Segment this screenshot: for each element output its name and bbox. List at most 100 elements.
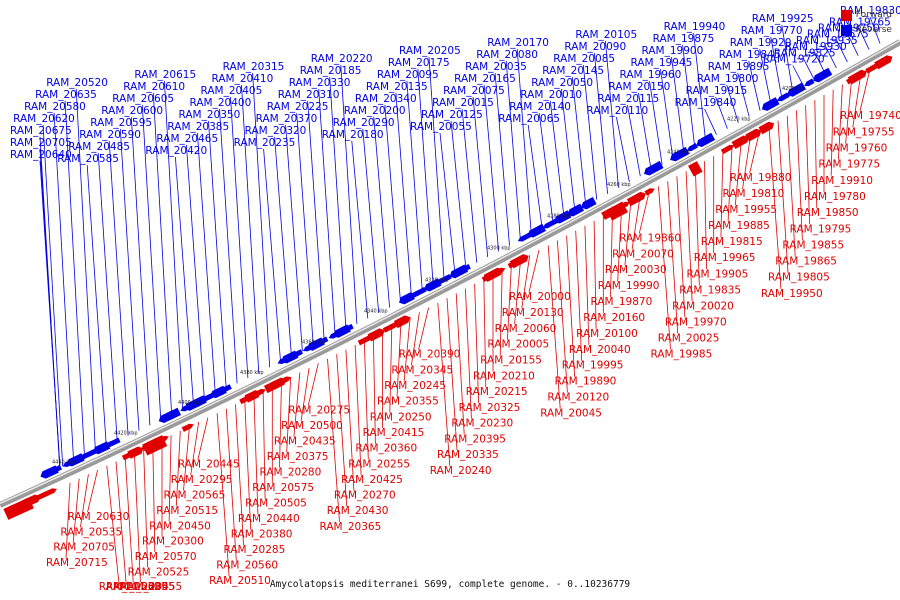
forward-gene[interactable] bbox=[127, 445, 145, 459]
forward-gene[interactable] bbox=[606, 201, 628, 221]
reverse-gene-label[interactable]: RAM_19920 bbox=[730, 37, 792, 49]
forward-gene-label[interactable]: RAM_20705 bbox=[53, 542, 115, 554]
reverse-gene[interactable] bbox=[811, 67, 833, 85]
forward-gene[interactable] bbox=[45, 487, 58, 496]
forward-gene-label[interactable]: RAM_20030 bbox=[605, 264, 667, 276]
forward-gene-label[interactable]: RAM_20390 bbox=[399, 349, 461, 361]
forward-gene-label[interactable]: RAM_19850 bbox=[797, 207, 859, 219]
reverse-gene-label[interactable]: RAM_20400 bbox=[190, 97, 252, 109]
reverse-gene-label[interactable]: RAM_20175 bbox=[388, 57, 450, 69]
reverse-gene-label[interactable]: RAM_20140 bbox=[509, 101, 571, 113]
forward-gene-label[interactable]: RAM_20445 bbox=[178, 459, 240, 471]
forward-gene[interactable] bbox=[393, 314, 412, 329]
forward-gene-label[interactable]: RAM_20380 bbox=[231, 529, 293, 541]
forward-gene-label[interactable]: RAM_19755 bbox=[833, 126, 895, 138]
reverse-gene-label[interactable]: RAM_20150 bbox=[609, 81, 671, 93]
reverse-gene[interactable] bbox=[642, 160, 664, 178]
forward-gene-label[interactable]: RAM_19795 bbox=[790, 223, 852, 235]
forward-gene-label[interactable]: RAM_19810 bbox=[723, 188, 785, 200]
reverse-gene-label[interactable]: RAM_20330 bbox=[289, 77, 351, 89]
forward-gene-label[interactable]: RAM_20250 bbox=[370, 411, 432, 423]
reverse-gene-label[interactable]: RAM_20015 bbox=[432, 97, 494, 109]
forward-gene-label[interactable]: RAM_19815 bbox=[701, 236, 763, 248]
forward-gene-label[interactable]: RAM_20525 bbox=[128, 566, 190, 578]
forward-gene[interactable] bbox=[847, 68, 869, 85]
forward-gene-label[interactable]: RAM_20000 bbox=[509, 291, 571, 303]
reverse-gene[interactable] bbox=[760, 97, 780, 113]
reverse-gene-label[interactable]: RAM_20595 bbox=[90, 117, 152, 129]
forward-gene-label[interactable]: RAM_20365 bbox=[320, 521, 382, 533]
forward-gene-label[interactable]: RAM_19985 bbox=[651, 348, 713, 360]
forward-gene-label[interactable]: RAM_20305 bbox=[113, 581, 175, 593]
forward-gene-label[interactable]: RAM_19855 bbox=[782, 239, 844, 251]
forward-gene-label[interactable]: RAM_20510 bbox=[209, 575, 271, 587]
forward-gene[interactable] bbox=[874, 53, 894, 70]
forward-gene-label[interactable]: RAM_20430 bbox=[327, 505, 389, 517]
forward-gene[interactable] bbox=[3, 497, 34, 520]
reverse-gene[interactable] bbox=[49, 464, 62, 475]
forward-gene-label[interactable]: RAM_20040 bbox=[569, 344, 631, 356]
reverse-gene-label[interactable]: RAM_20420 bbox=[145, 145, 207, 157]
reverse-gene-label[interactable]: RAM_19900 bbox=[642, 45, 704, 57]
forward-gene-label[interactable]: RAM_20535 bbox=[60, 526, 122, 538]
forward-gene-label[interactable]: RAM_19860 bbox=[619, 232, 681, 244]
reverse-gene-label[interactable]: RAM_20125 bbox=[421, 109, 483, 121]
forward-gene-label[interactable]: RAM_20070 bbox=[612, 248, 674, 260]
forward-gene-label[interactable]: RAM_19905 bbox=[687, 268, 749, 280]
forward-gene-label[interactable]: RAM_20630 bbox=[68, 511, 130, 523]
forward-gene-label[interactable]: RAM_20130 bbox=[502, 307, 564, 319]
reverse-gene-label[interactable]: RAM_20320 bbox=[245, 125, 307, 137]
reverse-gene-label[interactable]: RAM_19840 bbox=[675, 97, 737, 109]
reverse-gene[interactable] bbox=[288, 349, 304, 360]
forward-gene-label[interactable]: RAM_20570 bbox=[135, 551, 197, 563]
reverse-gene-label[interactable]: RAM_20075 bbox=[443, 85, 505, 97]
forward-gene-label[interactable]: RAM_19955 bbox=[715, 204, 777, 216]
reverse-gene-label[interactable]: RAM_20090 bbox=[564, 41, 626, 53]
reverse-gene-label[interactable]: RAM_19830 bbox=[840, 5, 900, 17]
reverse-gene-label[interactable]: RAM_20085 bbox=[553, 53, 615, 65]
reverse-gene-label[interactable]: RAM_20235 bbox=[234, 137, 296, 149]
forward-gene-label[interactable]: RAM_19910 bbox=[811, 175, 873, 187]
forward-gene-label[interactable]: RAM_20575 bbox=[252, 482, 314, 494]
forward-gene-label[interactable]: RAM_20270 bbox=[334, 490, 396, 502]
forward-gene-label[interactable]: RAM_20210 bbox=[473, 370, 535, 382]
reverse-gene-label[interactable]: RAM_19800 bbox=[697, 73, 759, 85]
forward-gene-label[interactable]: RAM_20160 bbox=[583, 312, 645, 324]
forward-gene-label[interactable]: RAM_20625 bbox=[106, 581, 168, 593]
reverse-gene-label[interactable]: RAM_19875 bbox=[653, 33, 715, 45]
reverse-gene-label[interactable]: RAM_20065 bbox=[498, 113, 560, 125]
forward-gene-label[interactable]: RAM_19990 bbox=[598, 280, 660, 292]
reverse-gene-label[interactable]: RAM_20615 bbox=[134, 69, 196, 81]
forward-gene-label[interactable]: RAM_20240 bbox=[430, 465, 492, 477]
reverse-gene-label[interactable]: RAM_19940 bbox=[664, 21, 726, 33]
reverse-gene-label[interactable]: RAM_20095 bbox=[377, 69, 439, 81]
forward-gene-label[interactable]: RAM_20335 bbox=[437, 449, 499, 461]
forward-gene-label[interactable]: RAM_19890 bbox=[555, 376, 617, 388]
forward-gene-label[interactable]: RAM_20020 bbox=[672, 300, 734, 312]
forward-gene-label[interactable]: RAM_20435 bbox=[274, 436, 336, 448]
forward-gene-label[interactable]: RAM_19995 bbox=[562, 360, 624, 372]
forward-gene-label[interactable]: RAM_20300 bbox=[142, 536, 204, 548]
reverse-gene-label[interactable]: RAM_20485 bbox=[68, 141, 130, 153]
reverse-gene-label[interactable]: RAM_20605 bbox=[112, 93, 174, 105]
reverse-gene-label[interactable]: RAM_19930 bbox=[785, 41, 847, 53]
forward-gene-label[interactable]: RAM_19950 bbox=[761, 288, 823, 300]
forward-gene-label[interactable]: RAM_20360 bbox=[355, 443, 417, 455]
forward-gene-label[interactable]: RAM_20375 bbox=[267, 451, 329, 463]
forward-gene-label[interactable]: RAM_20285 bbox=[224, 544, 286, 556]
forward-gene-label[interactable]: RAM_20060 bbox=[495, 323, 557, 335]
reverse-gene-label[interactable]: RAM_19915 bbox=[686, 85, 748, 97]
reverse-gene-label[interactable]: RAM_20145 bbox=[542, 65, 604, 77]
forward-gene-label[interactable]: RAM_19870 bbox=[591, 296, 653, 308]
forward-gene-label[interactable]: RAM_20345 bbox=[391, 364, 453, 376]
forward-gene-label[interactable]: RAM_20215 bbox=[466, 386, 528, 398]
reverse-gene-label[interactable]: RAM_19770 bbox=[741, 25, 803, 37]
reverse-gene[interactable] bbox=[163, 407, 181, 422]
forward-gene-label[interactable]: RAM_20560 bbox=[216, 560, 278, 572]
forward-gene-label[interactable]: RAM_19885 bbox=[708, 220, 770, 232]
reverse-gene-label[interactable]: RAM_19945 bbox=[631, 57, 693, 69]
reverse-gene[interactable] bbox=[686, 143, 699, 153]
forward-gene-label[interactable]: RAM_19880 bbox=[730, 172, 792, 184]
forward-gene-label[interactable]: RAM_20425 bbox=[341, 474, 403, 486]
forward-gene[interactable] bbox=[731, 134, 751, 150]
